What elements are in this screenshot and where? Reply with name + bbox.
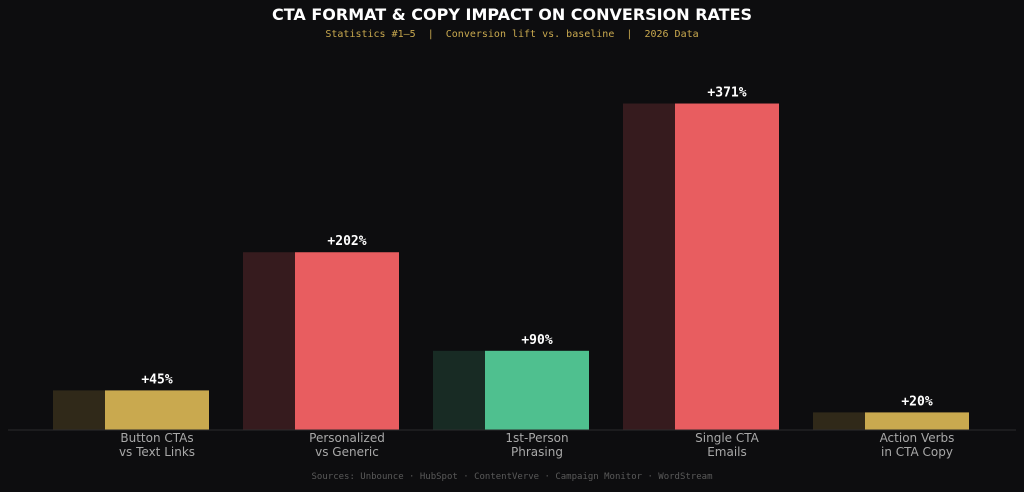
chart-source: Sources: Unbounce · HubSpot · ContentVer… (312, 472, 713, 482)
chart-title: CTA FORMAT & COPY IMPACT ON CONVERSION R… (272, 5, 752, 24)
bar (865, 412, 969, 430)
category-label: Personalized vs Generic (309, 431, 385, 459)
bar-shadow (53, 390, 105, 430)
category-label: Single CTA Emails (695, 431, 759, 459)
bar-value-label: +45% (141, 372, 172, 387)
bar (295, 252, 399, 430)
bar-value-label: +371% (707, 86, 746, 101)
category-label: 1st-Person Phrasing (505, 431, 568, 459)
bar-value-label: +202% (327, 234, 366, 249)
bar-shadow (623, 103, 675, 431)
bar-group: +45% Button CTAs vs Text Links +202% Persona… (53, 86, 969, 459)
category-label: Action Verbs in CTA Copy (880, 431, 955, 459)
bar (675, 103, 779, 431)
bar-shadow (243, 252, 295, 430)
bar (485, 350, 589, 430)
chart-subtitle: Statistics #1–5 | Conversion lift vs. ba… (325, 29, 698, 40)
bar-shadow (813, 412, 865, 430)
bar-value-label: +90% (521, 333, 552, 348)
bar (105, 390, 209, 430)
bar-value-label: +20% (901, 394, 932, 409)
category-label: Button CTAs vs Text Links (119, 431, 195, 459)
bar-shadow (433, 350, 485, 430)
